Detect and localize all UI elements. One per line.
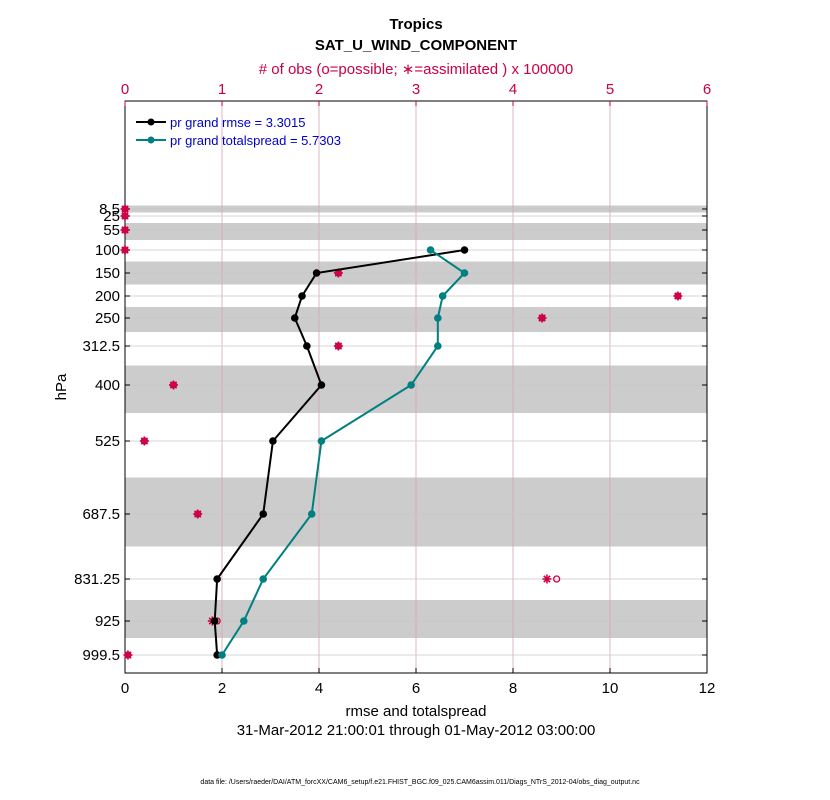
y-tick-label-999.5: 999.5 (82, 647, 120, 664)
obs-assimilated-831.25 (542, 574, 552, 584)
x-tick-label-0: 0 (121, 680, 129, 697)
y-tick-label-925: 925 (95, 613, 120, 630)
point-rmse-925 (210, 617, 219, 625)
point-totalspread-250 (434, 314, 442, 322)
x-tick-label-10: 10 (602, 680, 619, 697)
point-totalspread-312.5 (434, 342, 442, 350)
top-tick-label-3: 3 (412, 81, 420, 98)
legend-label-rmse: pr grand rmse = 3.3015 (170, 115, 306, 130)
obs-assimilated-100 (120, 245, 130, 255)
point-totalspread-100 (426, 246, 435, 254)
point-totalspread-150 (460, 269, 469, 277)
point-totalspread-525 (317, 437, 326, 445)
x-axis-label: rmse and totalspread (346, 703, 487, 720)
point-totalspread-200 (438, 292, 447, 300)
obs-assimilated-250 (537, 313, 547, 323)
x-tick-labels: 0 2 4 6 8 10 12 (121, 680, 716, 697)
y-axis-label: hPa (53, 373, 70, 400)
point-rmse-200 (298, 292, 306, 300)
point-totalspread-925 (240, 617, 248, 625)
y-tick-label-400: 400 (95, 377, 120, 394)
y-tick-label-25: 25 (103, 208, 120, 225)
obs-possible-831.25 (553, 575, 561, 583)
point-totalspread-400 (407, 381, 415, 389)
chart-title: Tropics (389, 16, 442, 33)
y-tick-label-525: 525 (95, 433, 120, 450)
x-tick-label-6: 6 (412, 680, 420, 697)
point-totalspread-999.5 (218, 651, 226, 659)
point-totalspread-831.25 (259, 575, 268, 583)
legend-marker-rmse (147, 118, 155, 126)
x-tick-label-12: 12 (699, 680, 716, 697)
obs-assimilated-25 (120, 211, 130, 221)
point-rmse-400 (317, 381, 326, 389)
point-rmse-312.5 (303, 342, 311, 350)
obs-assimilated-525 (139, 436, 149, 446)
y-tick-label-687.5: 687.5 (82, 506, 120, 523)
top-tick-label-6: 6 (703, 81, 711, 98)
point-rmse-100 (460, 246, 469, 254)
chart-subtitle: SAT_U_WIND_COMPONENT (315, 37, 517, 54)
legend-marker-totalspread (147, 136, 155, 144)
top-axis-label: # of obs (o=possible; ∗=assimilated ) x … (259, 61, 573, 78)
point-rmse-831.25 (213, 575, 221, 583)
obs-assimilated-400 (169, 380, 178, 390)
top-tick-label-1: 1 (218, 81, 226, 98)
obs-assimilated-687.5 (193, 509, 203, 519)
x-tick-label-2: 2 (218, 680, 226, 697)
top-x-tick-labels: 0 1 2 3 4 5 6 (121, 81, 711, 98)
obs-assimilated-200 (673, 291, 683, 301)
point-rmse-687.5 (259, 510, 268, 518)
legend: pr grand rmse = 3.3015 pr grand totalspr… (136, 115, 341, 148)
y-tick-label-312.5: 312.5 (82, 338, 120, 355)
y-tick-label-150: 150 (95, 265, 120, 282)
point-rmse-150 (312, 269, 321, 277)
point-rmse-250 (290, 314, 299, 322)
top-tick-label-4: 4 (509, 81, 517, 98)
point-totalspread-687.5 (307, 510, 316, 518)
y-tick-label-200: 200 (95, 288, 120, 305)
obs-assimilated-55 (120, 225, 130, 235)
obs-assimilated-999.5 (123, 650, 133, 660)
point-rmse-525 (269, 437, 277, 445)
top-tick-label-2: 2 (315, 81, 323, 98)
y-tick-label-250: 250 (95, 310, 120, 327)
axis-ticks (124, 101, 708, 673)
obs-assimilated-312.5 (333, 341, 343, 351)
series-lines (210, 246, 469, 659)
obs-count-markers (120, 204, 683, 660)
y-tick-label-55: 55 (103, 222, 120, 239)
x-tick-label-4: 4 (315, 680, 323, 697)
top-tick-label-0: 0 (121, 81, 129, 98)
top-tick-label-5: 5 (606, 81, 614, 98)
y-tick-label-100: 100 (95, 242, 120, 259)
y-tick-label-831.25: 831.25 (74, 571, 120, 588)
footer-data-file: data file: /Users/raeder/DAI/ATM_forcXX/… (200, 779, 640, 786)
y-tick-label-8.5: 8.5 (99, 201, 120, 218)
legend-label-totalspread: pr grand totalspread = 5.7303 (170, 133, 341, 148)
date-range: 31-Mar-2012 21:00:01 through 01-May-2012… (237, 722, 596, 739)
x-tick-label-8: 8 (509, 680, 517, 697)
